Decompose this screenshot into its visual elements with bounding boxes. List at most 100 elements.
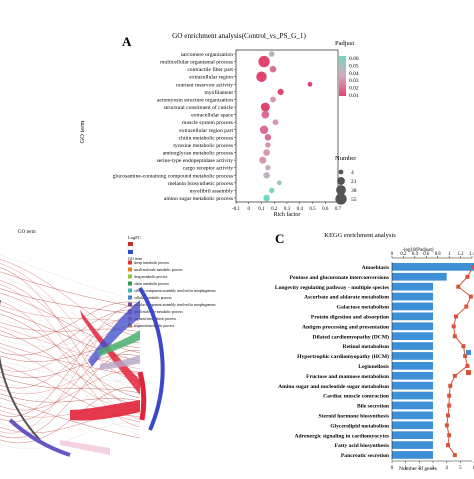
chord-legend-label: small molecule metabolic process [134,268,183,272]
go-dot [307,81,313,87]
kegg-bottom-axis: 0 1 2 3 4 5 6 [391,460,474,471]
kegg-bar [392,272,447,281]
go-term-label: muscle system process [182,120,233,126]
kegg-padj-marker [451,324,456,329]
kegg-x-tick-label: 0 [391,466,394,471]
kegg-category-label: Fructose and mannose metabolism [306,374,389,380]
go-dot-points [256,51,313,202]
padjust-legend-title: Padjust [335,40,354,47]
go-x-tick-label: 0.3 [284,207,291,212]
go-term-label: sarcomere organization [181,52,233,58]
go-term-label: nutrient reservoir activity [176,82,233,88]
chord-legend-swatch [128,274,132,279]
chord-arc-blue [138,286,165,431]
go-dot [272,119,279,126]
kegg-top-tick-label: 0.4 [412,252,419,257]
chord-arc-red [137,371,147,421]
kegg-top-axis-label: -log10(Padjust) [402,248,433,253]
kegg-padj-line [444,264,474,458]
chord-legend-label: small molecule metabolic process [134,310,183,314]
go-dot-term-labels: sarcomere organization multicellular orga… [113,52,236,202]
kegg-category-label: Pentose and glucuronate interconversions [290,275,390,281]
padjust-tick-label: 0.01 [349,93,359,99]
go-dot [270,96,276,103]
go-x-tick-label: 0.7 [335,207,342,212]
kegg-category-label: Retinol metabolism [343,344,390,350]
go-dot [269,187,275,194]
chord-ribbon [0,288,141,317]
chord-legend-header: GO term [128,256,143,261]
kegg-padj-marker [464,304,469,309]
go-dot [261,110,270,119]
chord-ribbon [0,309,141,362]
kegg-legend [466,350,471,375]
go-dot [264,134,272,141]
panel-label-a: A [122,34,132,49]
number-legend-dot [335,193,347,205]
go-dot [263,171,270,179]
logfc-swatch-mid [127,245,134,251]
kegg-padj-marker [447,403,452,408]
chord-arc-purple [8,418,71,457]
kegg-category-label: Pancreatic secretion [341,453,390,459]
go-term-label: structural constituent of cuticle [164,104,234,111]
kegg-top-tick-label: 0.6 [423,252,430,257]
go-x-tick-label: 0.2 [271,207,278,212]
chord-ribbon-red [80,310,140,395]
go-term-label: amino sugar metabolic process [164,196,233,202]
kegg-bar [392,312,433,321]
go-x-tick-label: 0.5 [309,207,316,212]
go-x-tick-label: 0 [248,207,251,212]
kegg-bar [392,431,433,439]
go-dot [276,180,282,186]
kegg-bar [392,371,433,380]
kegg-padj-marker [447,433,452,438]
kegg-legend-bar-swatch [466,350,471,355]
chord-ribbon [0,376,141,394]
go-term-label: myofibril assembly [190,187,234,194]
go-dot [263,149,270,156]
kegg-x-tick-label: 1 [404,466,407,471]
chord-ribbon [0,284,141,420]
number-legend-label: 4 [351,170,354,176]
kegg-category-label: Protein digestion and absorption [311,314,390,320]
chord-legend-swatch [128,302,132,307]
chord-legend-label: cellular component assembly involved in … [134,289,216,293]
kegg-top-axis: 0 0.2 0.4 0.6 0.8 1 1.2 1.4 [391,252,474,259]
kegg-bar-chart: 0 0.2 0.4 0.6 0.8 1 1.2 1.4 Amoebiasis Pentose a… [275,252,474,471]
chord-ribbon [0,393,141,403]
chord-ribbon [0,254,141,301]
kegg-bars [391,262,474,460]
chord-legend-label: cellular component assembly involved in … [134,303,216,307]
go-dot [263,194,270,202]
kegg-padj-marker [446,413,450,418]
kegg-bar [392,263,474,271]
chord-legend-label: cellular metabolic process [134,296,172,300]
kegg-category-label: Steroid hormone biosynthesis [319,413,390,419]
kegg-bar [392,381,433,390]
padjust-tick-label: 0.03 [349,78,359,84]
chord-ribbon [0,309,141,356]
kegg-padj-marker [456,284,461,289]
kegg-legend-line-swatch [466,370,471,375]
number-legend-title: Number [335,155,357,162]
kegg-top-tick-label: 1.4 [469,252,474,257]
kegg-category-label: Hypertrophic cardiomyopathy (HCM) [297,353,389,360]
padjust-tick-label: 0.06 [349,56,359,62]
logfc-swatch-low [128,250,133,254]
chord-ribbon [0,354,141,378]
chord-legend-swatch [128,281,132,286]
go-term-label: tyrosine metabolic process [173,143,233,149]
go-term-label: chitin metabolic process [179,135,233,141]
go-term-label: extracellular region [189,75,233,81]
go-term-label: myofilament [204,89,233,96]
kegg-category-label: Glycerolipid metabolism [330,423,389,429]
kegg-bar [392,282,433,291]
number-legend-dot [337,177,345,185]
kegg-top-tick-label: 1.2 [458,252,465,257]
kegg-bar [392,411,433,420]
kegg-padj-marker [454,314,458,319]
kegg-x-tick-label: 5 [459,466,462,471]
